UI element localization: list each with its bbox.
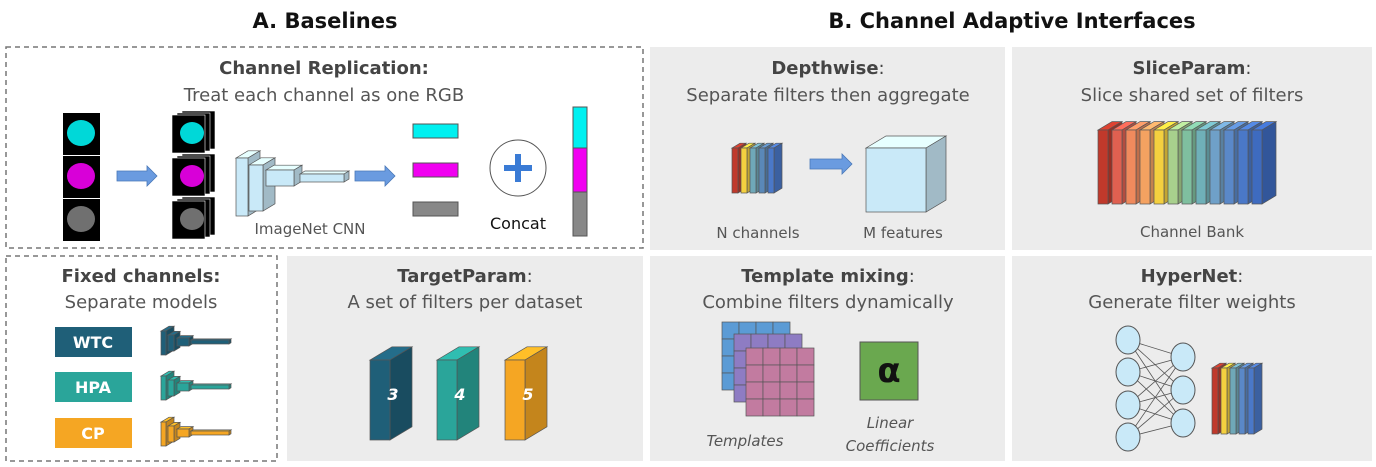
hypernet-subtitle: Generate filter weights — [1088, 292, 1295, 313]
cell-blob — [67, 206, 95, 232]
cell-blob — [67, 120, 95, 146]
templates-icon — [721, 321, 815, 417]
filter-3 — [368, 346, 414, 441]
channel-bank-label: Channel Bank — [1140, 223, 1244, 241]
dataset-filters: 3 4 5 — [368, 346, 549, 441]
alpha-symbol: α — [877, 351, 900, 391]
node — [1115, 325, 1141, 355]
template-subtitle: Combine filters dynamically — [702, 292, 954, 313]
section-a-title: A. Baselines — [253, 9, 398, 33]
dataset-label: WTC — [73, 333, 113, 352]
cnn-layer — [264, 164, 304, 187]
template-panel — [650, 256, 1005, 461]
depthwise-title: Depthwise: — [771, 58, 884, 79]
n-channels-label: N channels — [716, 224, 799, 242]
mini-cnn-layer — [175, 379, 195, 392]
channel-filter — [766, 142, 784, 194]
dataset-label: CP — [81, 424, 105, 443]
m-features-label: M features — [863, 224, 943, 242]
mini-cnn-layer — [175, 425, 195, 438]
hypernetwork-icon — [1115, 325, 1264, 452]
targetparam-title: TargetParam: — [397, 266, 532, 287]
feature-volume — [864, 135, 948, 213]
targetparam-subtitle: A set of filters per dataset — [348, 292, 583, 313]
feature-cyan — [412, 123, 459, 139]
cnn-label: ImageNet CNN — [255, 220, 366, 238]
feature-gray — [412, 201, 459, 217]
hypernet-title: HyperNet: — [1141, 266, 1244, 287]
mini-cnn-layer — [189, 429, 233, 436]
dataset-badge-wtc — [55, 327, 132, 357]
bank-filter — [1250, 120, 1278, 205]
mini-cnn-layer — [189, 383, 233, 390]
imagenet-cnn-icon — [234, 150, 396, 217]
filter-4 — [435, 346, 481, 441]
channel-images — [63, 110, 216, 241]
filter-label: 4 — [453, 385, 465, 404]
dataset-models: WTC HPA CP — [55, 325, 233, 448]
filter-5 — [503, 346, 549, 441]
dataset-label: HPA — [75, 378, 112, 397]
sliceparam-subtitle: Slice shared set of filters — [1081, 85, 1304, 106]
plus-icon — [489, 139, 547, 197]
cell-blob — [180, 165, 204, 187]
node — [1115, 357, 1141, 387]
fixed-panel — [5, 255, 278, 462]
arrow-icon — [809, 153, 853, 175]
concat-label: Concat — [490, 214, 546, 233]
replication-subtitle: Treat each channel as one RGB — [183, 85, 464, 106]
filter-label: 5 — [522, 385, 533, 404]
coeff-label-1: Linear — [867, 414, 914, 432]
dataset-badge-hpa — [55, 372, 132, 402]
cell-blob — [180, 208, 204, 230]
template-title: Template mixing: — [741, 266, 915, 287]
node — [1115, 390, 1141, 420]
cell-blob — [67, 163, 95, 189]
cell-blob — [180, 122, 204, 144]
replication-title: Channel Replication: — [219, 58, 429, 79]
alpha-box — [859, 341, 919, 401]
depthwise-filters — [730, 135, 948, 213]
arrow-icon — [116, 165, 158, 187]
node — [1170, 408, 1196, 438]
channel-bank — [1096, 120, 1278, 205]
section-b-title: B. Channel Adaptive Interfaces — [828, 9, 1195, 33]
node — [1170, 375, 1196, 405]
coeff-label-2: Coefficients — [846, 437, 935, 455]
feature-magenta — [412, 162, 459, 178]
sliceparam-title: SliceParam: — [1133, 58, 1252, 79]
concat-vector — [572, 106, 588, 237]
mini-cnn-layer — [189, 338, 233, 345]
template-grid — [745, 347, 815, 417]
depthwise-subtitle: Separate filters then aggregate — [686, 85, 969, 106]
fixed-title: Fixed channels: — [62, 266, 221, 287]
arrow-icon — [354, 165, 396, 187]
mini-cnn-layer — [175, 334, 195, 347]
filter-label: 3 — [387, 385, 398, 404]
node — [1115, 422, 1141, 452]
generated-filter — [1246, 362, 1264, 435]
templates-label: Templates — [707, 432, 784, 450]
fixed-subtitle: Separate models — [65, 292, 218, 313]
connection — [1127, 356, 1184, 438]
replication-panel — [5, 46, 644, 249]
cnn-layer — [298, 170, 351, 183]
dataset-badge-cp — [55, 418, 132, 448]
node — [1170, 342, 1196, 372]
